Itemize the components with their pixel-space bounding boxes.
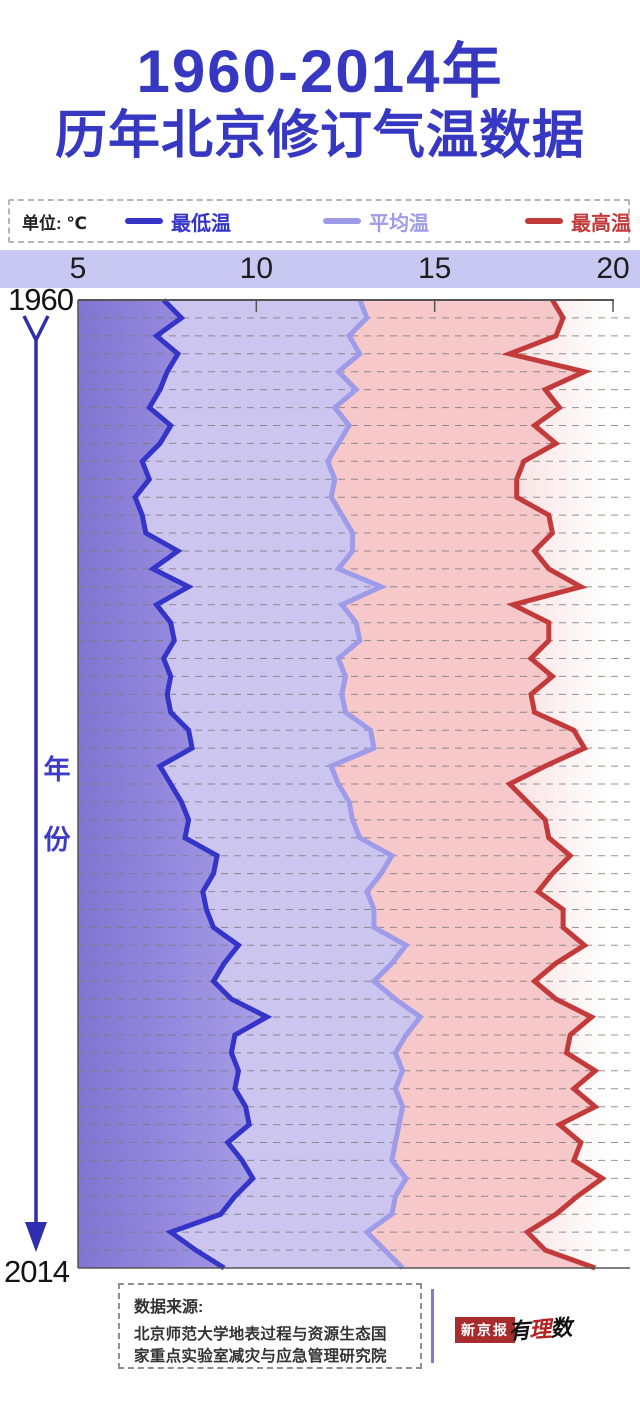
year-axis-end-label: 2014 [4, 1254, 70, 1289]
logo2-char-3: 数 [549, 1314, 572, 1342]
year-axis-fork [22, 315, 50, 341]
data-source-line-2: 家重点实验室减灾与应急管理研究院 [134, 1348, 387, 1365]
title-line-subject: 历年北京修订气温数据 [54, 107, 585, 165]
legend-label-max: 最高温 [570, 212, 631, 235]
year-axis-title: 年份 [42, 735, 72, 875]
avg-temp-line-swatch-icon [322, 218, 361, 224]
page-title: 1960-2014年 历年北京修订气温数据 [0, 40, 640, 164]
max-temp-line [501, 298, 607, 1271]
footer-divider [431, 1289, 434, 1363]
title-line-years: 1960-2014年 [136, 38, 504, 105]
fill-avg-to-max [327, 300, 603, 1268]
year-axis-title-char: 份 [43, 825, 71, 855]
chart-gridlines [78, 317, 630, 1269]
max-temp-line-swatch-icon [524, 218, 563, 224]
logo2-char-2: 理 [528, 1316, 551, 1343]
data-source-line-1: 北京师范大学地表过程与资源生态国 [134, 1326, 387, 1343]
fill-left-of-min [78, 300, 267, 1268]
youlishu-logo: 有理数 [507, 1310, 572, 1346]
legend-entry-avg: 平均温 [322, 207, 429, 236]
min-temp-line-swatch-icon [124, 218, 163, 224]
legend-entry-max: 最高温 [524, 207, 631, 236]
unit-label: 单位: ℃ [22, 213, 87, 233]
legend-label-min: 最低温 [170, 212, 231, 235]
year-axis-title-char: 年 [43, 755, 71, 785]
legend: 单位: ℃ 最低温 平均温 最高温 [8, 199, 631, 243]
value-axis-tick-label: 20 [596, 252, 630, 285]
legend-label-avg: 平均温 [368, 212, 429, 235]
legend-entry-min: 最低温 [124, 207, 231, 236]
data-source-title: 数据来源: [134, 1299, 204, 1316]
year-axis-start-label: 1960 [8, 282, 74, 317]
value-axis-tick-label: 5 [69, 252, 87, 285]
value-axis-tick-label: 15 [417, 252, 452, 285]
value-axis-band: 5 10 15 20 [0, 250, 640, 288]
avg-temp-line [324, 299, 424, 1270]
data-source-box: 数据来源: 北京师范大学地表过程与资源生态国 家重点实验室减灾与应急管理研究院 [118, 1283, 422, 1369]
logo2-char-1: 有 [507, 1317, 531, 1345]
value-axis-tick-label: 10 [239, 252, 274, 285]
min-temp-line [132, 298, 273, 1271]
year-axis-arrowhead-icon [25, 1222, 47, 1252]
beijing-news-logo: 新京报 [455, 1317, 515, 1343]
